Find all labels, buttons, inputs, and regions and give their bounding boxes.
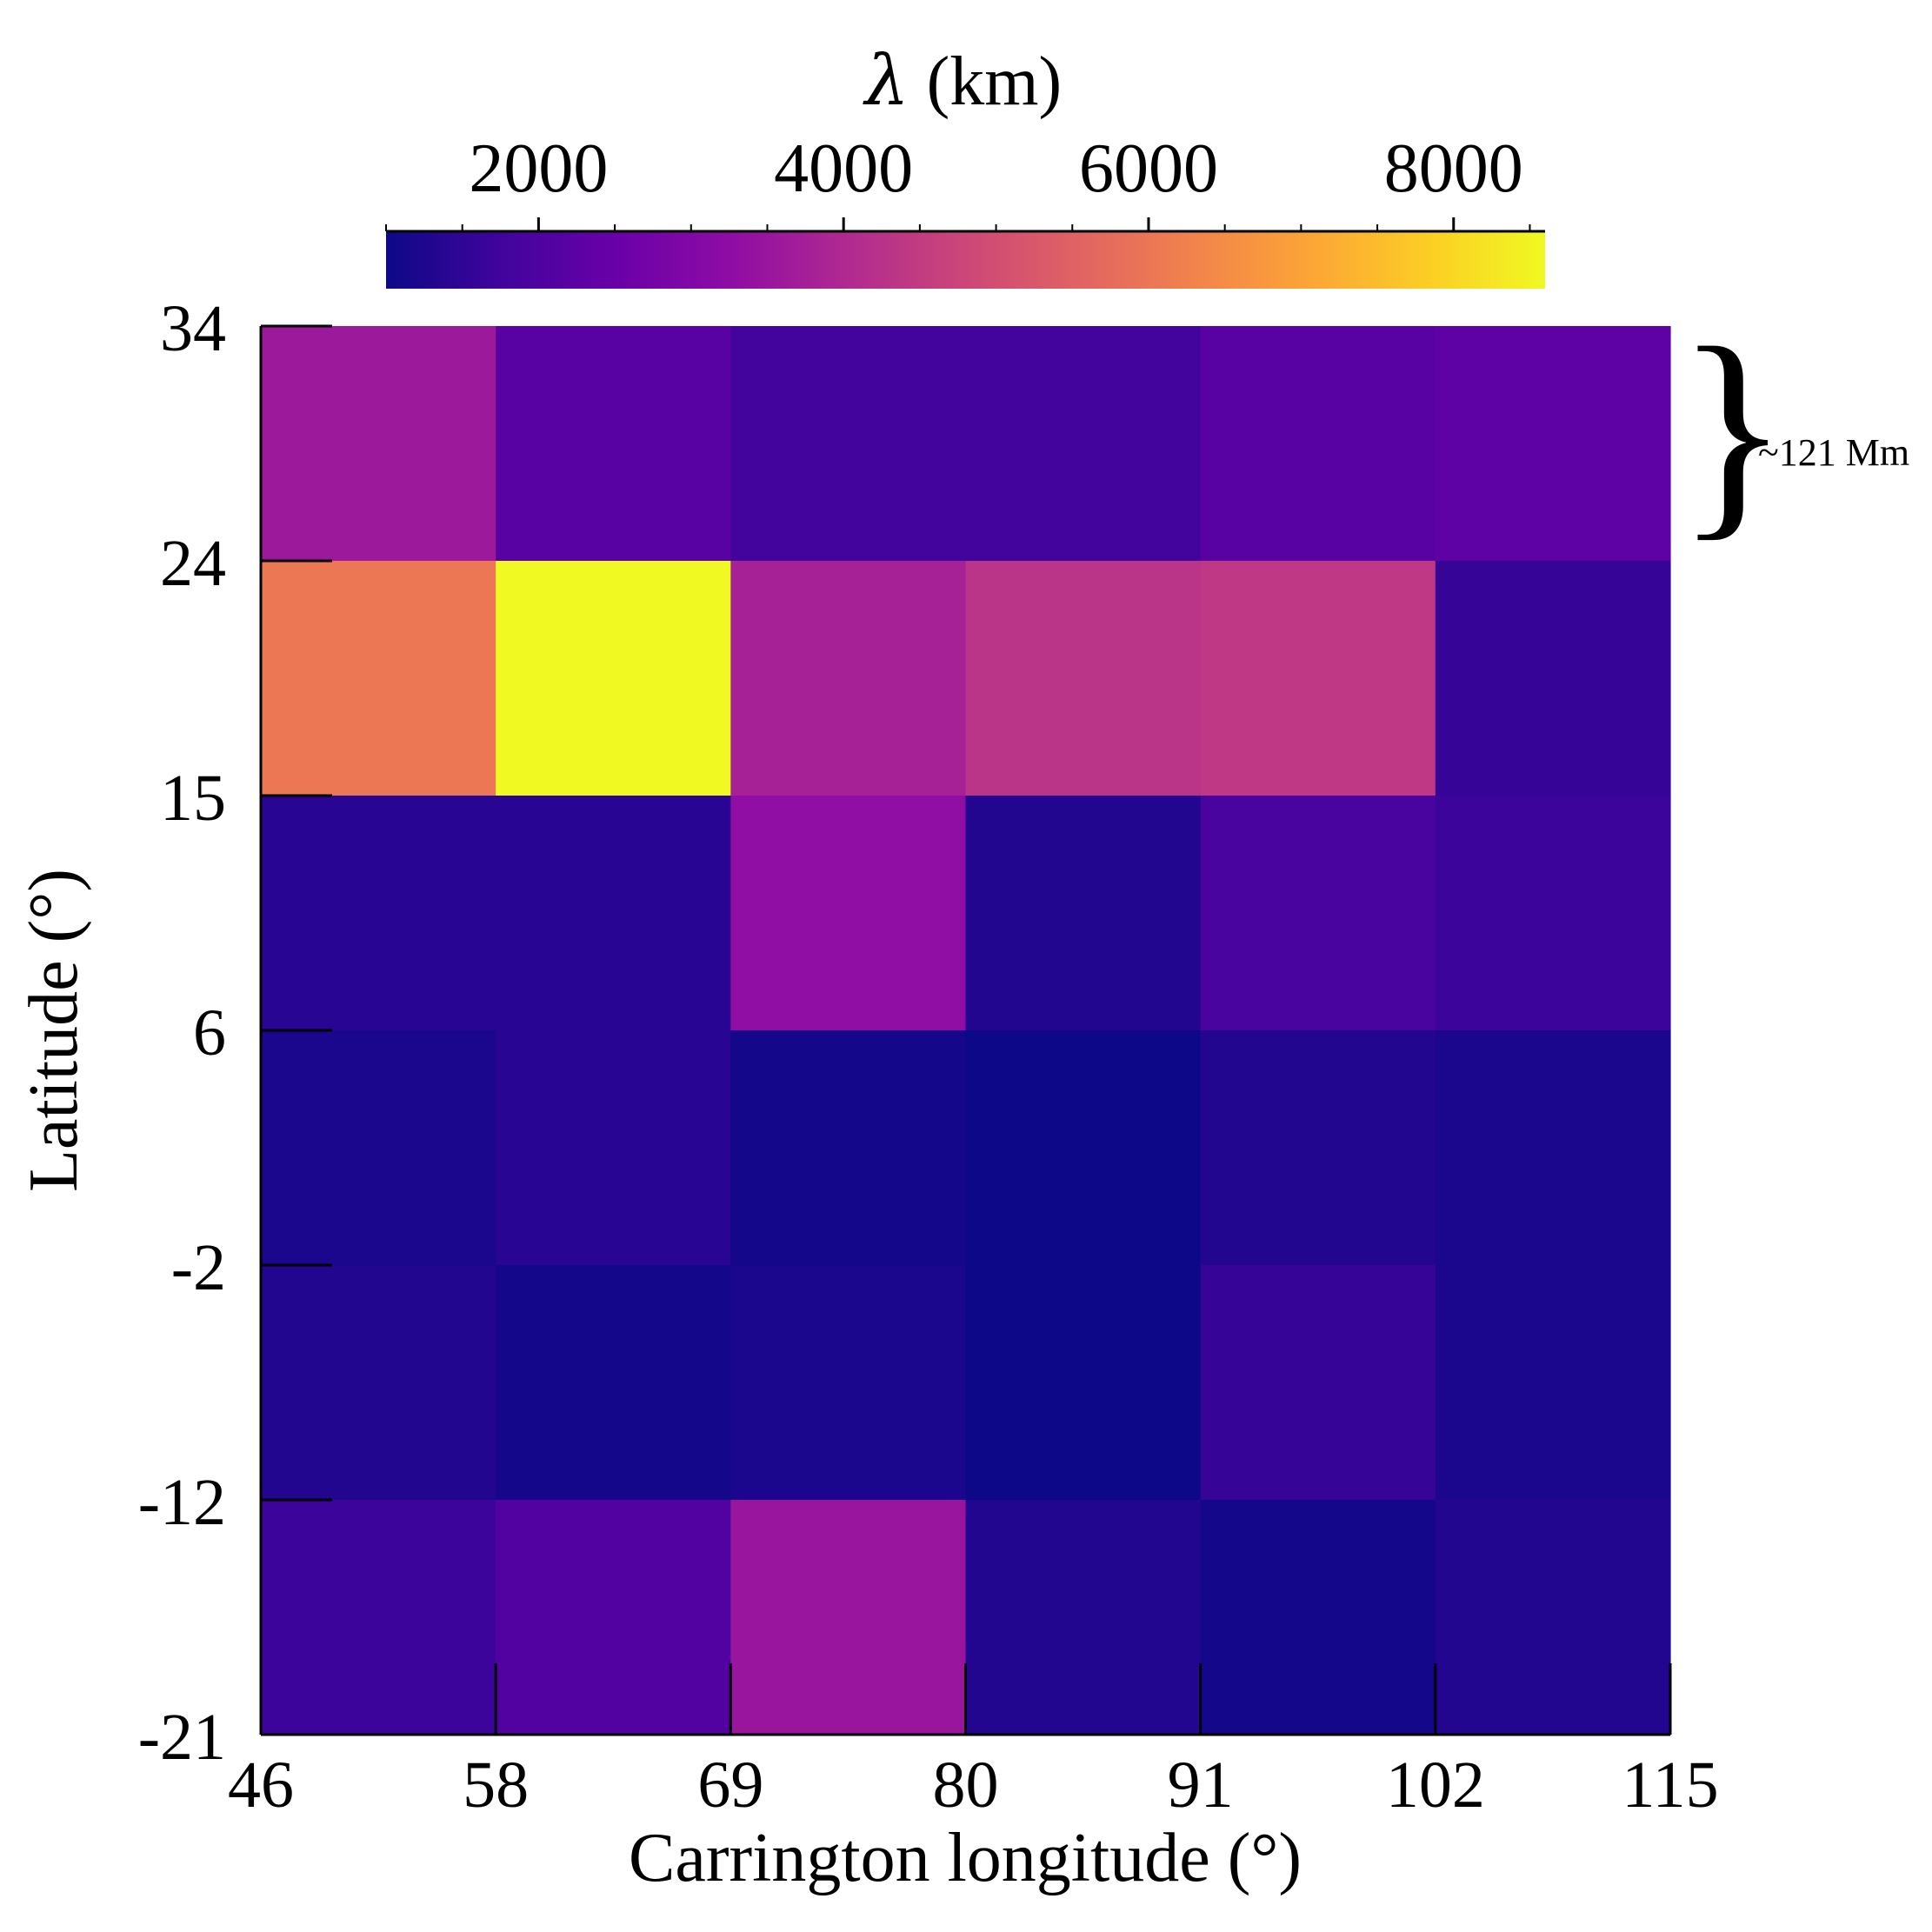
- colorbar-tick-label: 4000: [774, 130, 913, 207]
- heatmap-cell: [1200, 796, 1436, 1031]
- heatmap-cell: [496, 1265, 731, 1501]
- colorbar-tick-label: 6000: [1079, 130, 1218, 207]
- heatmap-cell: [1435, 796, 1671, 1031]
- colorbar-tick-label: 8000: [1384, 130, 1523, 207]
- x-tick-label: 69: [697, 1749, 763, 1822]
- heatmap-cell: [261, 1030, 496, 1266]
- heatmap-cell: [1435, 1500, 1671, 1735]
- colorbar-label-symbol: λ: [863, 40, 909, 121]
- heatmap-cell: [261, 1500, 496, 1735]
- colorbar: λ (km) 2000 4000 6000 8000: [385, 40, 1545, 289]
- x-tick-label: 115: [1622, 1749, 1718, 1822]
- heatmap-cell: [1435, 326, 1671, 562]
- heatmap-cells: [261, 326, 1671, 1735]
- x-tick-label: 80: [933, 1749, 999, 1822]
- heatmap-cell: [496, 1030, 731, 1266]
- y-axis-label: Latitude (°): [16, 869, 92, 1192]
- heatmap-cell: [1435, 561, 1671, 796]
- heatmap-cell: [261, 561, 496, 796]
- heatmap-cell: [965, 796, 1202, 1031]
- heatmap-cell: [730, 796, 967, 1031]
- colorbar-tick-label: 2000: [469, 130, 608, 207]
- x-tick-label: 58: [463, 1749, 529, 1822]
- heatmap-cell: [496, 796, 731, 1031]
- y-tick-label: 6: [193, 996, 226, 1069]
- y-tick-label: -21: [138, 1701, 226, 1774]
- annotation: } ~121 Mm: [1676, 300, 1909, 560]
- heatmap-cell: [261, 1265, 496, 1501]
- y-tick-label: 15: [160, 762, 226, 835]
- colorbar-gradient: [386, 231, 1545, 289]
- heatmap-cell: [965, 1030, 1202, 1266]
- colorbar-label-unit: (km): [909, 43, 1063, 120]
- x-axis-label: Carrington longitude (°): [629, 1820, 1302, 1896]
- y-tick-label: 34: [160, 292, 226, 365]
- heatmap-cell: [730, 1265, 967, 1501]
- heatmap-cell: [1200, 1030, 1436, 1266]
- brace-icon: }: [1676, 300, 1789, 560]
- axes: 34 24 15 6 -2 -12 -21 46 58 69 80 91 102 115: [138, 292, 1719, 1822]
- heatmap-cell: [1435, 1030, 1671, 1266]
- heatmap-cell: [1200, 1265, 1436, 1501]
- heatmap-cell: [965, 561, 1202, 796]
- heatmap-cell: [730, 1500, 967, 1735]
- heatmap-cell: [496, 1500, 731, 1735]
- heatmap-cell: [965, 1265, 1202, 1501]
- y-ticks: 34 24 15 6 -2 -12 -21: [138, 292, 332, 1774]
- colorbar-label: λ (km): [863, 40, 1062, 121]
- colorbar-ticks: 2000 4000 6000 8000: [385, 130, 1531, 231]
- heatmap-cell: [730, 1030, 967, 1266]
- heatmap-cell: [965, 326, 1202, 562]
- y-tick-label: 24: [160, 527, 226, 600]
- heatmap-cell: [261, 796, 496, 1031]
- heatmap-cell: [496, 326, 731, 562]
- annotation-label: ~121 Mm: [1758, 431, 1909, 474]
- heatmap-cell: [730, 326, 967, 562]
- y-tick-label: -12: [138, 1466, 226, 1539]
- y-tick-label: -2: [171, 1231, 226, 1304]
- x-tick-label: 102: [1386, 1749, 1485, 1822]
- heatmap-cell: [1435, 1265, 1671, 1501]
- heatmap-cell: [965, 1500, 1202, 1735]
- heatmap-cell: [1200, 561, 1436, 796]
- x-ticks: 46 58 69 80 91 102 115: [228, 1663, 1719, 1822]
- heatmap-cell: [261, 326, 496, 562]
- x-tick-label: 46: [228, 1749, 294, 1822]
- heatmap-cell: [1200, 326, 1436, 562]
- heatmap-cell: [730, 561, 967, 796]
- heatmap-cell: [496, 561, 731, 796]
- x-tick-label: 91: [1168, 1749, 1234, 1822]
- heatmap-cell: [1200, 1500, 1436, 1735]
